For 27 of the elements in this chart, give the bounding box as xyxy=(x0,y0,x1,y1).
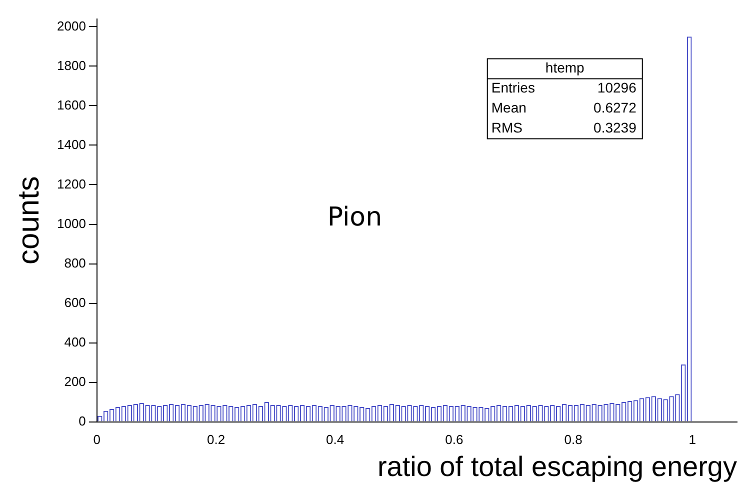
x-axis-title: ratio of total escaping energy xyxy=(377,450,737,482)
x-tick-label: 0.4 xyxy=(326,432,344,448)
annotation: Entries xyxy=(491,80,535,96)
y-tick-label: 1800 xyxy=(57,58,86,73)
y-tick-label: 400 xyxy=(64,334,86,350)
y-tick-label: 2000 xyxy=(57,18,86,34)
annotation: 0.6272 xyxy=(594,100,637,116)
x-tick-label: 0 xyxy=(93,432,101,448)
annotation: Pion xyxy=(327,202,382,233)
annotation: htemp xyxy=(545,60,585,76)
x-tick-label: 0.2 xyxy=(206,432,226,448)
x-tick-label: 1 xyxy=(688,432,696,448)
y-tick-label: 1000 xyxy=(57,216,86,231)
y-tick-label: 800 xyxy=(64,255,86,270)
y-tick-label: 600 xyxy=(64,294,86,310)
x-tick-label: 0.6 xyxy=(445,432,464,448)
annotation: Mean xyxy=(491,100,526,116)
y-tick-label: 1400 xyxy=(57,136,86,152)
y-tick-label: 200 xyxy=(64,374,86,389)
y-tick-label: 1200 xyxy=(57,176,86,192)
y-tick-label: 1600 xyxy=(57,97,86,112)
x-tick-label: 0.8 xyxy=(564,432,582,448)
y-axis-title: counts xyxy=(12,176,46,264)
y-tick-label: 0 xyxy=(78,413,86,428)
annotation: 0.3239 xyxy=(594,120,637,136)
annotation: RMS xyxy=(491,120,522,136)
annotation: 10296 xyxy=(597,80,637,96)
